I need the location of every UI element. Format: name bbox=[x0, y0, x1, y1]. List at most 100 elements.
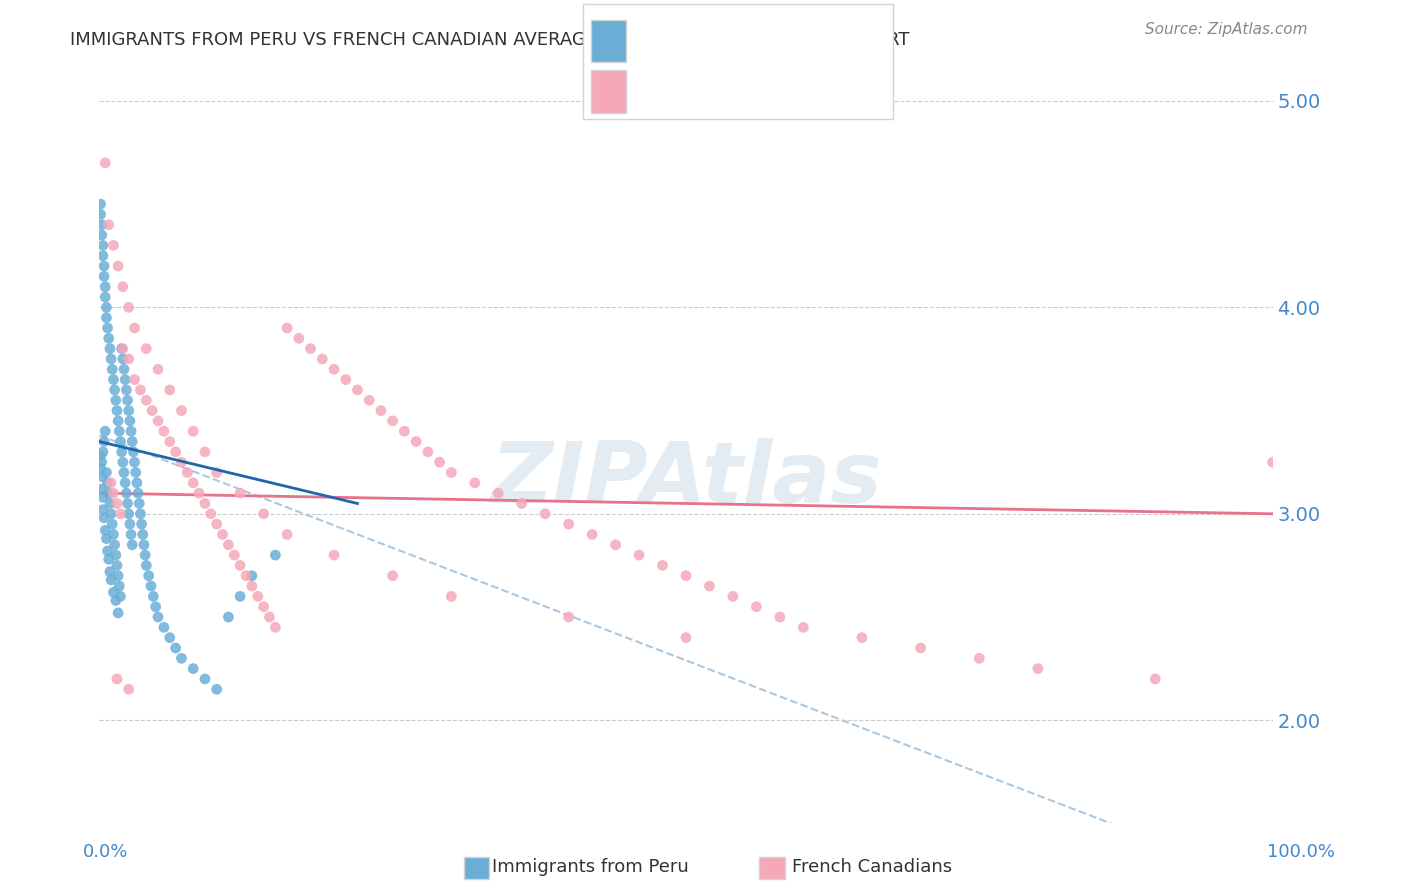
Point bbox=[97, 331, 120, 345]
Point bbox=[464, 475, 486, 490]
Point bbox=[110, 434, 132, 449]
Point bbox=[181, 475, 204, 490]
Point bbox=[98, 342, 121, 356]
Point bbox=[94, 290, 117, 304]
Point bbox=[128, 496, 150, 510]
Point bbox=[111, 445, 134, 459]
Point bbox=[96, 532, 118, 546]
Point bbox=[381, 414, 404, 428]
Point bbox=[335, 373, 357, 387]
Point bbox=[118, 403, 141, 417]
Point bbox=[108, 579, 131, 593]
Point bbox=[165, 445, 187, 459]
Point bbox=[121, 434, 143, 449]
Point bbox=[205, 466, 228, 480]
Point bbox=[132, 527, 155, 541]
Point bbox=[100, 507, 122, 521]
Point bbox=[381, 568, 404, 582]
Point bbox=[97, 544, 120, 558]
Point bbox=[97, 321, 120, 335]
Point bbox=[159, 383, 181, 397]
Point bbox=[97, 552, 120, 566]
Point bbox=[264, 548, 287, 562]
Point bbox=[105, 672, 128, 686]
Point bbox=[114, 475, 136, 490]
Point bbox=[159, 434, 181, 449]
Point bbox=[699, 579, 721, 593]
Point bbox=[105, 496, 128, 510]
Point bbox=[146, 414, 169, 428]
Point bbox=[96, 466, 118, 480]
Point bbox=[120, 527, 142, 541]
Point bbox=[323, 548, 346, 562]
Point bbox=[405, 434, 427, 449]
Point bbox=[276, 527, 298, 541]
Point bbox=[104, 548, 127, 562]
Point bbox=[145, 599, 167, 614]
Point bbox=[91, 445, 114, 459]
Point bbox=[246, 590, 269, 604]
Point bbox=[105, 403, 128, 417]
Point bbox=[181, 424, 204, 438]
Point bbox=[769, 610, 792, 624]
Point bbox=[93, 434, 115, 449]
Text: 0.0%: 0.0% bbox=[83, 843, 128, 861]
Point bbox=[94, 279, 117, 293]
Point bbox=[121, 538, 143, 552]
Point bbox=[124, 373, 146, 387]
Point bbox=[229, 558, 252, 573]
Point bbox=[170, 651, 193, 665]
Point bbox=[134, 548, 156, 562]
Point bbox=[112, 466, 135, 480]
Point bbox=[111, 342, 134, 356]
Point bbox=[90, 197, 112, 211]
Point bbox=[129, 383, 152, 397]
Point bbox=[111, 455, 134, 469]
Point bbox=[188, 486, 211, 500]
Point bbox=[110, 590, 132, 604]
Point bbox=[107, 259, 129, 273]
Point bbox=[132, 538, 155, 552]
Point bbox=[252, 599, 274, 614]
Text: 100.0%: 100.0% bbox=[1267, 843, 1334, 861]
Point bbox=[98, 565, 121, 579]
Point bbox=[194, 445, 217, 459]
Point bbox=[100, 475, 122, 490]
Point bbox=[103, 486, 125, 500]
Point bbox=[135, 393, 157, 408]
Point bbox=[100, 573, 122, 587]
Point bbox=[139, 579, 162, 593]
Point bbox=[93, 269, 115, 284]
Point bbox=[969, 651, 991, 665]
Text: ZIPAtlas: ZIPAtlas bbox=[491, 438, 882, 521]
Point bbox=[1026, 662, 1049, 676]
Point bbox=[170, 455, 193, 469]
Point bbox=[675, 631, 697, 645]
Point bbox=[90, 469, 112, 483]
Point bbox=[359, 393, 381, 408]
Point bbox=[851, 631, 873, 645]
Point bbox=[311, 351, 333, 366]
Point bbox=[103, 585, 125, 599]
Point bbox=[122, 445, 145, 459]
Point bbox=[97, 486, 120, 500]
Point bbox=[105, 558, 128, 573]
Point bbox=[429, 455, 451, 469]
Point bbox=[107, 414, 129, 428]
Point bbox=[141, 403, 163, 417]
Point bbox=[1261, 455, 1284, 469]
Point bbox=[259, 610, 281, 624]
Point bbox=[557, 517, 579, 532]
Point bbox=[194, 672, 217, 686]
Point bbox=[104, 383, 127, 397]
Point bbox=[416, 445, 439, 459]
Point bbox=[557, 610, 579, 624]
Point bbox=[90, 228, 112, 243]
Point bbox=[90, 207, 112, 221]
Point bbox=[159, 631, 181, 645]
Point bbox=[97, 475, 120, 490]
Point bbox=[117, 393, 139, 408]
Point bbox=[115, 383, 138, 397]
Point bbox=[110, 507, 132, 521]
Point bbox=[112, 362, 135, 376]
